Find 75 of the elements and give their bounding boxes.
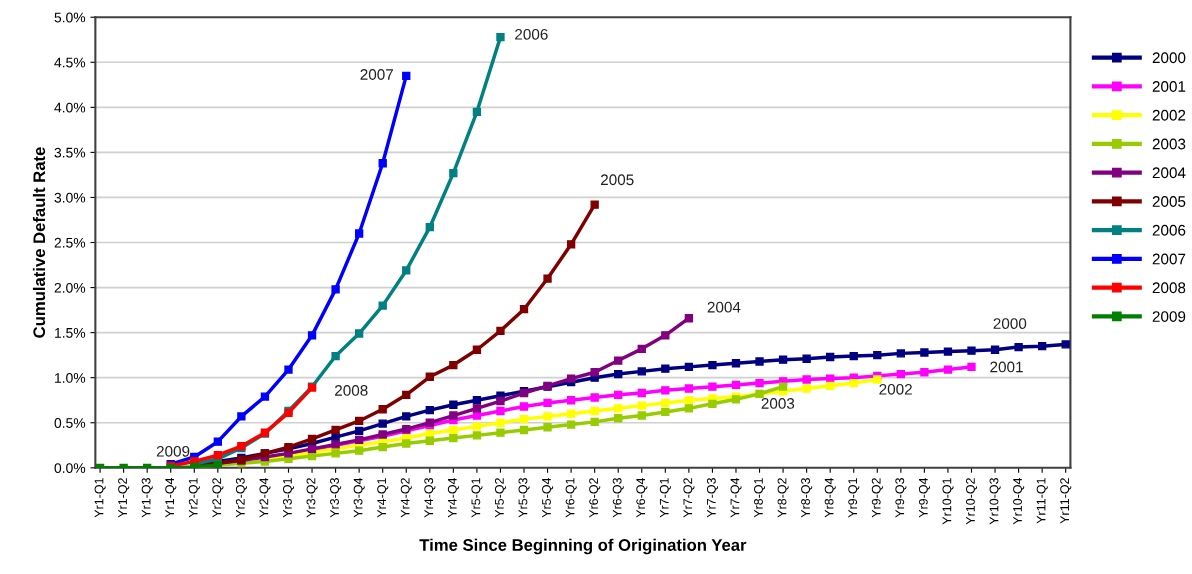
- y-tick-label: 1.5%: [55, 328, 86, 338]
- x-tick-label: Yr11-Q1: [1036, 478, 1048, 524]
- y-tick-label: 3.0%: [54, 192, 86, 203]
- annotation: 2003: [761, 398, 795, 409]
- x-tick-label: Yr1-Q3: [141, 478, 153, 518]
- x-tick-label: Yr7-Q2: [683, 478, 695, 518]
- y-tick-label: 3.5%: [54, 147, 86, 158]
- x-tick-label: Yr6-Q2: [589, 478, 601, 518]
- legend-label: 2001: [1152, 81, 1186, 92]
- x-tick-label: Yr7-Q3: [706, 478, 719, 518]
- legend-label: 2003: [1152, 138, 1186, 150]
- x-axis-title: Time Since Beginning of Origination Year: [419, 538, 747, 555]
- x-tick-label: Yr6-Q4: [636, 477, 648, 518]
- y-tick-label: 0.5%: [54, 418, 86, 428]
- x-tick-label: Yr9-Q1: [848, 478, 860, 518]
- x-tick-label: Yr5-Q4: [542, 477, 554, 518]
- legend-label: 2004: [1152, 167, 1186, 179]
- x-tick-label: Yr8-Q2: [777, 478, 789, 518]
- legend-label: 2000: [1152, 52, 1186, 64]
- x-tick-label: Yr8-Q3: [801, 478, 813, 518]
- annotation: 2006: [515, 28, 548, 40]
- annotation: 2005: [600, 174, 634, 186]
- x-tick-label: Yr11-Q2: [1060, 478, 1072, 524]
- x-tick-label: Yr7-Q4: [730, 477, 742, 518]
- y-axis-title: Cumulative Default Rate: [32, 147, 46, 338]
- annotation: 2001: [990, 361, 1023, 373]
- x-tick-label: Yr2-Q4: [259, 477, 271, 518]
- legend-label: 2005: [1152, 196, 1186, 207]
- legend-label: 2007: [1152, 253, 1186, 265]
- x-tick-label: Yr6-Q1: [565, 478, 577, 518]
- legend-label: 2008: [1152, 282, 1186, 294]
- x-tick-label: Yr2-Q2: [212, 478, 224, 518]
- x-tick-label: Yr1-Q1: [94, 478, 106, 518]
- x-tick-label: Yr3-Q2: [306, 478, 318, 518]
- x-tick-label: Yr5-Q2: [494, 478, 507, 518]
- x-tick-label: Yr10-Q4: [1013, 477, 1025, 525]
- x-tick-label: Yr9-Q4: [918, 477, 930, 518]
- x-tick-label: Yr1-Q2: [118, 478, 130, 518]
- x-tick-label: Yr10-Q3: [989, 478, 1001, 525]
- x-tick-label: Yr2-Q3: [235, 478, 247, 518]
- y-tick-label: 5.0%: [54, 12, 86, 23]
- x-tick-label: Yr4-Q4: [447, 477, 459, 518]
- x-tick-label: Yr1-Q4: [165, 477, 177, 518]
- annotation: 2004: [707, 301, 741, 313]
- x-tick-label: Yr5-Q3: [518, 478, 530, 518]
- y-tick-label: 0.0%: [54, 463, 86, 473]
- x-tick-label: Yr3-Q3: [330, 478, 342, 518]
- x-tick-label: Yr4-Q3: [424, 478, 436, 518]
- y-tick-label: 4.5%: [54, 57, 86, 68]
- x-tick-label: Yr9-Q3: [895, 478, 907, 518]
- x-tick-label: Yr6-Q3: [612, 478, 624, 518]
- y-tick-label: 1.0%: [55, 373, 86, 383]
- annotation: 2002: [879, 383, 912, 395]
- y-tick-label: 2.0%: [54, 282, 86, 293]
- x-tick-label: Yr8-Q4: [824, 477, 836, 518]
- x-tick-label: Yr5-Q1: [471, 478, 483, 518]
- x-tick-label: Yr7-Q1: [659, 478, 671, 518]
- x-tick-label: Yr3-Q1: [282, 478, 295, 518]
- legend-label: 2009: [1152, 311, 1186, 322]
- annotation: 2007: [360, 69, 393, 80]
- x-tick-label: Yr10-Q1: [942, 478, 954, 525]
- y-tick-label: 4.0%: [54, 102, 86, 113]
- x-tick-label: Yr8-Q1: [754, 478, 766, 518]
- x-tick-label: Yr4-Q1: [377, 478, 389, 518]
- x-tick-label: Yr2-Q1: [188, 478, 200, 518]
- legend-label: 2006: [1152, 224, 1186, 236]
- x-tick-label: Yr4-Q2: [400, 478, 412, 518]
- x-tick-label: Yr10-Q2: [966, 478, 978, 525]
- x-tick-label: Yr3-Q4: [353, 477, 365, 518]
- legend-label: 2002: [1152, 109, 1186, 121]
- y-tick-label: 2.5%: [54, 237, 86, 248]
- annotation: 2009: [156, 445, 190, 457]
- annotation: 2008: [335, 385, 368, 396]
- x-tick-label: Yr9-Q2: [871, 478, 883, 518]
- annotation: 2000: [993, 318, 1027, 330]
